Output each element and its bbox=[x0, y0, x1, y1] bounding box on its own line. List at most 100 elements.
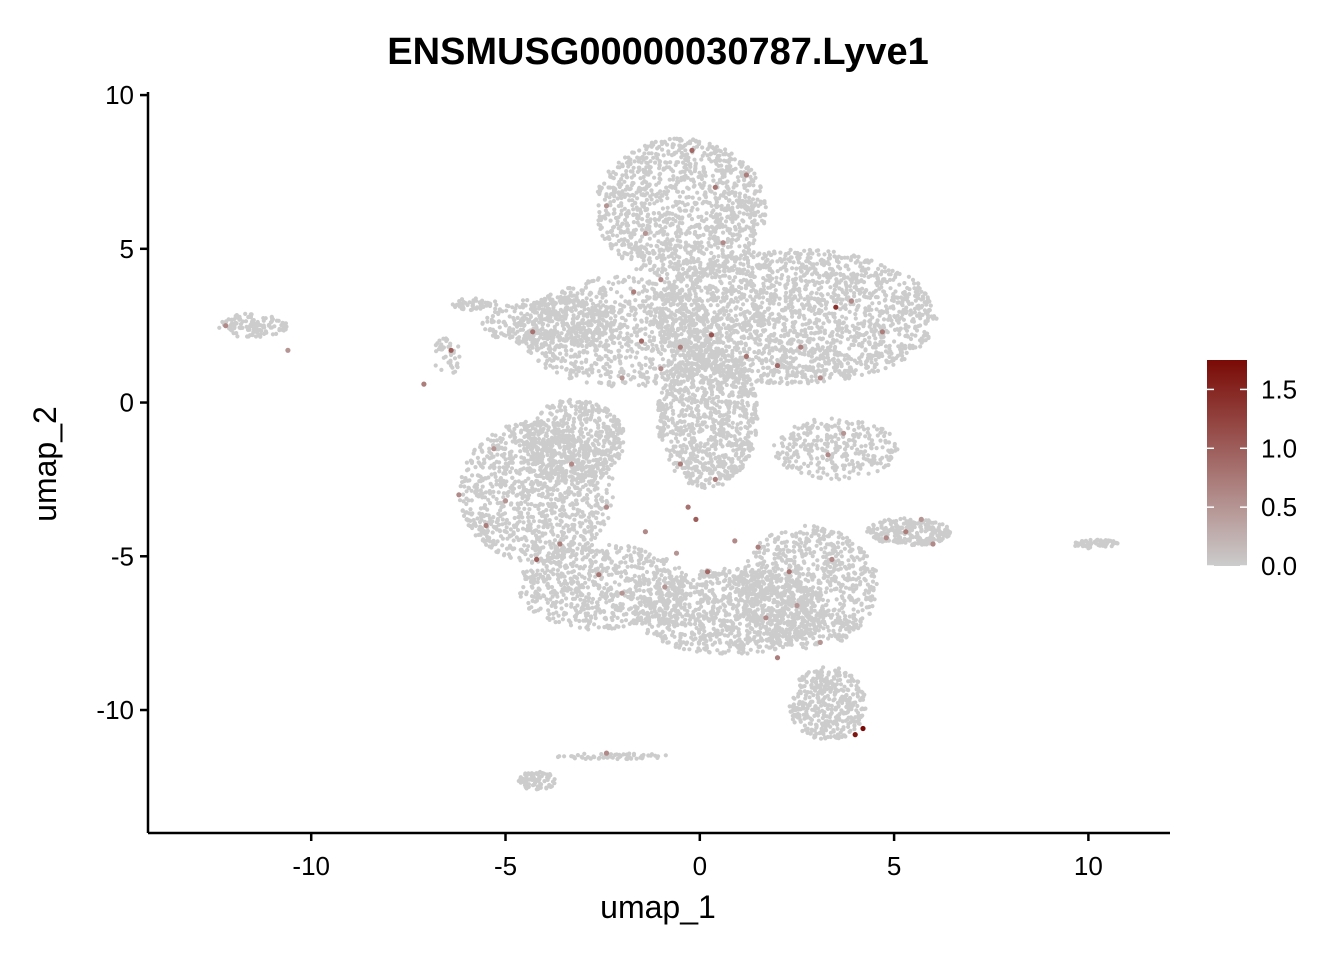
cell-point bbox=[589, 298, 594, 303]
cell-point bbox=[918, 344, 923, 349]
cell-point bbox=[662, 212, 668, 217]
cell-point bbox=[637, 370, 642, 375]
cell-point bbox=[589, 279, 595, 284]
cell-point bbox=[748, 363, 753, 368]
cell-point bbox=[917, 338, 923, 343]
cell-point bbox=[887, 316, 893, 321]
cell-point bbox=[804, 367, 809, 372]
cell-point bbox=[636, 383, 642, 388]
cell-point bbox=[782, 321, 787, 327]
cell-point bbox=[673, 218, 678, 224]
cell-point bbox=[584, 368, 589, 373]
cell-point bbox=[630, 180, 635, 186]
cell-point bbox=[600, 233, 605, 238]
cell-point bbox=[504, 308, 509, 313]
cell-point bbox=[776, 302, 782, 307]
cell-point bbox=[889, 351, 894, 356]
cell-point bbox=[643, 326, 648, 331]
cell-point bbox=[694, 223, 699, 229]
cell-point bbox=[806, 252, 811, 257]
cell-point bbox=[599, 225, 604, 230]
cell-point bbox=[636, 216, 641, 221]
cell-point bbox=[691, 431, 697, 436]
cell-point bbox=[548, 315, 553, 320]
cell-point bbox=[777, 380, 782, 386]
cell-point bbox=[540, 310, 545, 315]
cell-point bbox=[564, 312, 569, 317]
cell-point bbox=[701, 251, 706, 256]
cell-point bbox=[913, 293, 918, 298]
cell-point bbox=[738, 459, 744, 464]
cell-point bbox=[684, 232, 689, 237]
cell-point bbox=[883, 304, 889, 309]
cell-point bbox=[794, 266, 799, 271]
cell-point bbox=[631, 305, 636, 310]
cell-point bbox=[806, 279, 812, 284]
cell-point bbox=[730, 219, 735, 225]
cell-point bbox=[704, 329, 709, 334]
cell-point bbox=[761, 284, 767, 289]
cell-point bbox=[749, 382, 754, 387]
cell-point bbox=[771, 301, 776, 306]
cell-point bbox=[733, 216, 738, 221]
cell-point bbox=[604, 338, 609, 343]
cell-point bbox=[685, 175, 690, 180]
cell-point bbox=[529, 343, 534, 348]
cell-point bbox=[732, 183, 737, 188]
cell-point bbox=[610, 329, 615, 334]
cell-point bbox=[641, 167, 646, 172]
cell-point bbox=[657, 223, 663, 228]
cell-point bbox=[857, 331, 862, 337]
cell-point bbox=[733, 306, 738, 311]
cell-point bbox=[701, 183, 706, 188]
cell-point bbox=[754, 329, 760, 334]
cell-point bbox=[692, 246, 697, 251]
cell-point bbox=[652, 233, 657, 238]
cell-point bbox=[761, 276, 766, 281]
cell-point bbox=[868, 273, 874, 278]
cell-point bbox=[534, 310, 540, 315]
cell-point bbox=[592, 329, 597, 334]
cell-point bbox=[625, 239, 630, 244]
cell-point bbox=[604, 362, 609, 367]
cell-point bbox=[542, 298, 548, 303]
cell-point bbox=[883, 366, 888, 371]
cell-point bbox=[716, 323, 721, 329]
cell-point bbox=[726, 191, 731, 196]
cell-point bbox=[651, 155, 656, 160]
cell-point bbox=[784, 347, 789, 353]
cell-point bbox=[867, 304, 872, 309]
cell-point bbox=[753, 303, 759, 308]
cell-point bbox=[891, 298, 896, 303]
cell-point bbox=[907, 345, 912, 350]
cell-point bbox=[856, 254, 861, 259]
cell-point bbox=[597, 210, 602, 215]
cell-point bbox=[669, 439, 674, 444]
cell-point bbox=[765, 380, 770, 385]
cell-point bbox=[496, 319, 502, 324]
cell-point bbox=[693, 294, 699, 299]
cell-point bbox=[685, 250, 690, 255]
cell-point bbox=[686, 213, 692, 218]
cell-point bbox=[674, 261, 679, 266]
cell-point bbox=[736, 198, 741, 203]
cell-point bbox=[680, 190, 686, 195]
cell-point bbox=[873, 345, 878, 350]
cell-point bbox=[707, 283, 712, 288]
cell-point bbox=[569, 361, 574, 366]
cell-point bbox=[644, 155, 649, 160]
cell-point bbox=[630, 363, 635, 368]
cell-point bbox=[811, 337, 816, 342]
cell-point bbox=[624, 223, 629, 228]
cell-point bbox=[684, 257, 689, 263]
cell-point bbox=[844, 324, 849, 329]
cell-point bbox=[881, 289, 886, 294]
cell-point bbox=[684, 283, 690, 288]
cell-point bbox=[574, 338, 579, 343]
cell-point bbox=[670, 143, 675, 148]
cell-point bbox=[579, 337, 584, 342]
cell-point bbox=[846, 354, 851, 359]
cell-point bbox=[697, 285, 702, 290]
cell-point bbox=[627, 193, 633, 198]
cell-point bbox=[560, 300, 566, 305]
